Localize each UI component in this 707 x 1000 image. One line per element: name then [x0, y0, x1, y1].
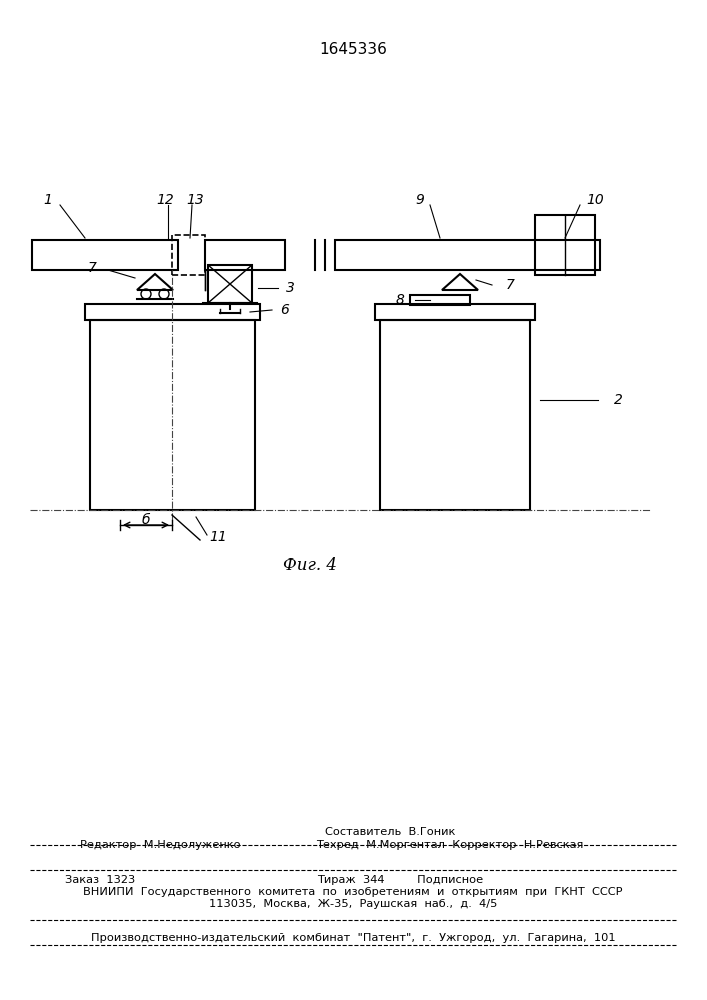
- Text: 9: 9: [416, 193, 424, 207]
- Text: 8: 8: [395, 293, 404, 307]
- Bar: [208, 265, 252, 303]
- Text: 6: 6: [281, 303, 289, 317]
- Text: 7: 7: [88, 261, 96, 275]
- Text: Техред  М.Моргентал  Корректор  Н.Ревская: Техред М.Моргентал Корректор Н.Ревская: [316, 840, 584, 850]
- Text: Заказ  1323: Заказ 1323: [65, 875, 135, 885]
- Bar: [380, 320, 530, 510]
- Bar: [375, 304, 535, 320]
- Text: Тираж  344         Подписное: Тираж 344 Подписное: [317, 875, 483, 885]
- Text: Производственно-издательский  комбинат  "Патент",  г.  Ужгород,  ул.  Гагарина, : Производственно-издательский комбинат "П…: [90, 933, 615, 943]
- Bar: [410, 295, 470, 305]
- Text: 11: 11: [209, 530, 227, 544]
- Text: 2: 2: [614, 393, 622, 407]
- Bar: [90, 320, 255, 510]
- Bar: [205, 240, 285, 270]
- Bar: [85, 304, 260, 320]
- Bar: [172, 235, 205, 275]
- Bar: [335, 240, 600, 270]
- Text: Редактор  М.Недолуженко: Редактор М.Недолуженко: [80, 840, 240, 850]
- Text: 12: 12: [156, 193, 174, 207]
- Text: Составитель  В.Гоник: Составитель В.Гоник: [325, 827, 455, 837]
- Bar: [32, 240, 178, 270]
- Text: 113035,  Москва,  Ж-35,  Раушская  наб.,  д.  4/5: 113035, Москва, Ж-35, Раушская наб., д. …: [209, 899, 497, 909]
- Text: 1645336: 1645336: [319, 42, 387, 57]
- Text: Фиг. 4: Фиг. 4: [283, 556, 337, 574]
- Text: 3: 3: [286, 281, 294, 295]
- Text: 7: 7: [506, 278, 515, 292]
- Text: 1: 1: [44, 193, 52, 207]
- Text: 10: 10: [586, 193, 604, 207]
- Text: ВНИИПИ  Государственного  комитета  по  изобретениям  и  открытиям  при  ГКНТ  С: ВНИИПИ Государственного комитета по изоб…: [83, 887, 623, 897]
- Text: 13: 13: [186, 193, 204, 207]
- Text: б: б: [141, 513, 151, 527]
- Bar: [535, 215, 595, 275]
